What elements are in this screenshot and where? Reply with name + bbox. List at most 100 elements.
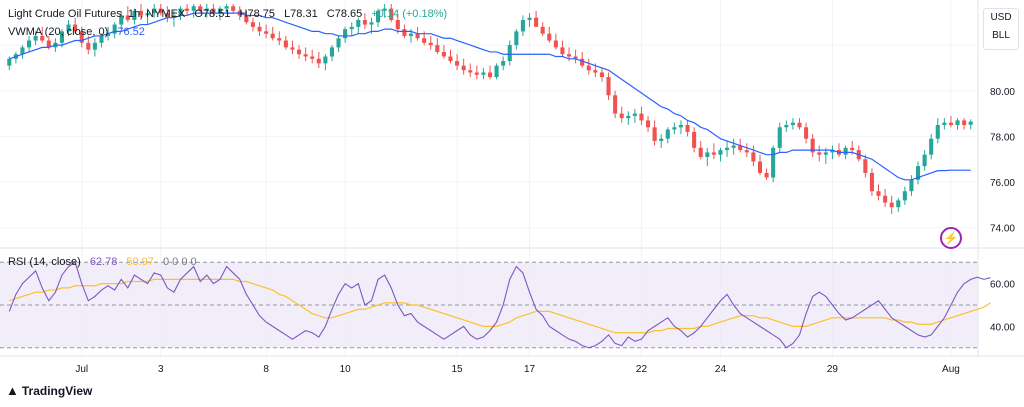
candle-body (810, 138, 815, 153)
rsi-ma-line (9, 278, 991, 334)
candle-body (86, 42, 91, 50)
candle-body (922, 154, 927, 167)
candle-body (817, 152, 822, 155)
close-value: C78.65 (326, 8, 363, 20)
currency-label: USD (990, 12, 1012, 23)
candle-body (659, 138, 664, 141)
vwma-legend[interactable]: VWMA (20, close, 0) 76.52 (8, 26, 145, 38)
candle-body (178, 8, 183, 16)
candle-body (152, 8, 157, 14)
candle-body (283, 40, 288, 48)
lightning-icon[interactable]: ⚡ (940, 227, 962, 249)
candle-body (389, 8, 394, 20)
candle-body (66, 24, 71, 32)
candle-body (132, 10, 137, 20)
candle-body (560, 47, 565, 55)
candle-body (185, 8, 190, 11)
candle-body (639, 113, 644, 121)
candle-body (296, 49, 302, 55)
candle-body (408, 33, 414, 36)
rsi-value: 62.78 (89, 256, 118, 268)
candle-body (645, 120, 651, 128)
candle-body (106, 33, 111, 36)
candle-body (863, 159, 868, 173)
candle-body (915, 166, 921, 180)
candle-body (343, 29, 348, 39)
candle-body (876, 191, 881, 196)
candle-body (501, 61, 506, 66)
open-value: O78.51 (194, 8, 231, 20)
candle-body (929, 138, 934, 155)
candle-body (797, 122, 802, 128)
time-tick-label: 10 (340, 364, 352, 375)
candle-body (46, 40, 51, 48)
candle-body (678, 125, 684, 128)
candle-body (448, 56, 453, 62)
vwma-label: VWMA (20, close, 0) (8, 26, 109, 38)
candle-body (481, 72, 486, 75)
candle-body (119, 15, 124, 25)
candle-body (889, 202, 894, 208)
candle-body (270, 33, 275, 39)
tradingview-logo[interactable]: ▲ TradingView (6, 383, 92, 398)
candle-body (514, 31, 519, 46)
candle-body (566, 54, 572, 57)
candle-body (626, 115, 631, 119)
candle-body (823, 152, 828, 155)
candle-body (731, 145, 736, 148)
tradingview-icon: ▲ (6, 383, 19, 398)
candle-body (138, 10, 144, 16)
candle-body (428, 42, 433, 46)
price-tick-label: 76.00 (990, 178, 1015, 189)
candle-body (455, 61, 460, 66)
rsi-label: RSI (14, close) (8, 256, 81, 268)
candle-body (586, 65, 591, 71)
candle-body (962, 120, 967, 125)
candle-body (474, 72, 479, 75)
candle-body (619, 113, 624, 119)
candle-body (902, 191, 907, 201)
currency-selector[interactable]: USD BLL (983, 8, 1019, 50)
candle-body (652, 127, 657, 141)
time-tick-label: Jul (75, 364, 88, 375)
vwma-line (9, 12, 971, 181)
candle-body (27, 40, 32, 48)
candle-body (20, 47, 25, 55)
candle-body (165, 13, 170, 18)
candle-body (422, 38, 427, 43)
rsi-legend[interactable]: RSI (14, close) 62.78 50.97 0 0 0 0 (8, 256, 197, 268)
candle-body (441, 51, 446, 57)
high-value: H78.75 (239, 8, 275, 20)
candle-body (534, 17, 539, 27)
price-tick-label: 80.00 (990, 87, 1015, 98)
candle-body (613, 95, 618, 114)
brand-label: TradingView (21, 383, 93, 398)
candle-body (362, 19, 367, 25)
symbol-title[interactable]: Light Crude Oil Futures, 1h, NYMEX (8, 8, 186, 20)
candle-body (685, 125, 690, 132)
candle-body (112, 24, 117, 34)
candle-body (883, 195, 888, 203)
candle-body (757, 161, 763, 173)
candle-body (665, 129, 670, 139)
candle-body (217, 8, 223, 14)
price-tick-label: 74.00 (990, 224, 1015, 235)
candle-body (705, 152, 710, 157)
rsi-extra-values: 0 0 0 0 (163, 256, 197, 268)
candle-body (777, 127, 782, 148)
candle-body (316, 58, 321, 64)
candle-body (507, 45, 512, 62)
candle-body (540, 26, 545, 34)
candle-body (869, 172, 874, 192)
candle-body (191, 6, 196, 11)
candle-body (231, 6, 236, 11)
candle-body (942, 122, 947, 125)
candle-body (329, 47, 335, 57)
candle-body (145, 13, 150, 16)
time-tick-label: 15 (452, 364, 464, 375)
candle-body (198, 6, 203, 11)
candle-body (784, 125, 789, 128)
candle-body (494, 65, 499, 78)
candle-body (850, 147, 855, 151)
